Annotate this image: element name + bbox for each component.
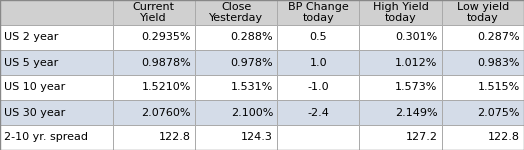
Bar [442, 25, 524, 50]
Bar [359, 75, 442, 100]
Text: 2-10 yr. spread: 2-10 yr. spread [4, 132, 88, 142]
Text: 1.012%: 1.012% [395, 57, 438, 68]
Text: 122.8: 122.8 [159, 132, 191, 142]
Bar [359, 100, 442, 125]
Text: Current
Yield: Current Yield [133, 2, 175, 23]
Bar [195, 100, 277, 125]
Bar [442, 0, 524, 25]
Bar [277, 100, 359, 125]
Text: 0.5: 0.5 [310, 33, 327, 42]
Text: 1.5210%: 1.5210% [141, 82, 191, 93]
Bar [113, 0, 195, 25]
Text: 2.149%: 2.149% [395, 108, 438, 117]
Text: 2.100%: 2.100% [231, 108, 273, 117]
Text: -1.0: -1.0 [308, 82, 329, 93]
Text: 0.983%: 0.983% [477, 57, 520, 68]
Text: 0.2935%: 0.2935% [141, 33, 191, 42]
Text: 1.531%: 1.531% [231, 82, 273, 93]
Text: US 2 year: US 2 year [4, 33, 59, 42]
Text: 2.0760%: 2.0760% [141, 108, 191, 117]
Bar [277, 0, 359, 25]
Bar [0, 125, 113, 150]
Text: 0.288%: 0.288% [231, 33, 273, 42]
Bar [277, 125, 359, 150]
Text: 122.8: 122.8 [488, 132, 520, 142]
Text: 124.3: 124.3 [241, 132, 273, 142]
Text: US 5 year: US 5 year [4, 57, 59, 68]
Text: 1.515%: 1.515% [477, 82, 520, 93]
Bar [113, 125, 195, 150]
Text: 127.2: 127.2 [406, 132, 438, 142]
Bar [359, 0, 442, 25]
Bar [277, 25, 359, 50]
Bar [0, 25, 113, 50]
Text: -2.4: -2.4 [308, 108, 329, 117]
Bar [442, 100, 524, 125]
Text: 0.301%: 0.301% [395, 33, 438, 42]
Bar [442, 125, 524, 150]
Text: US 10 year: US 10 year [4, 82, 66, 93]
Text: Low yield
today: Low yield today [457, 2, 509, 23]
Text: BP Change
today: BP Change today [288, 2, 348, 23]
Bar [195, 25, 277, 50]
Bar [113, 50, 195, 75]
Bar [0, 100, 113, 125]
Bar [195, 125, 277, 150]
Text: 0.9878%: 0.9878% [141, 57, 191, 68]
Bar [113, 75, 195, 100]
Bar [442, 75, 524, 100]
Text: High Yield
today: High Yield today [373, 2, 429, 23]
Text: 1.0: 1.0 [310, 57, 327, 68]
Bar [0, 0, 113, 25]
Text: 2.075%: 2.075% [477, 108, 520, 117]
Text: 0.287%: 0.287% [477, 33, 520, 42]
Bar [0, 75, 113, 100]
Bar [359, 125, 442, 150]
Text: US 30 year: US 30 year [4, 108, 66, 117]
Bar [359, 25, 442, 50]
Bar [195, 0, 277, 25]
Text: Close
Yesterday: Close Yesterday [209, 2, 263, 23]
Bar [277, 75, 359, 100]
Text: 0.978%: 0.978% [231, 57, 273, 68]
Bar [359, 50, 442, 75]
Text: 1.573%: 1.573% [395, 82, 438, 93]
Bar [0, 50, 113, 75]
Bar [195, 75, 277, 100]
Bar [113, 100, 195, 125]
Bar [195, 50, 277, 75]
Bar [113, 25, 195, 50]
Bar [277, 50, 359, 75]
Bar [442, 50, 524, 75]
